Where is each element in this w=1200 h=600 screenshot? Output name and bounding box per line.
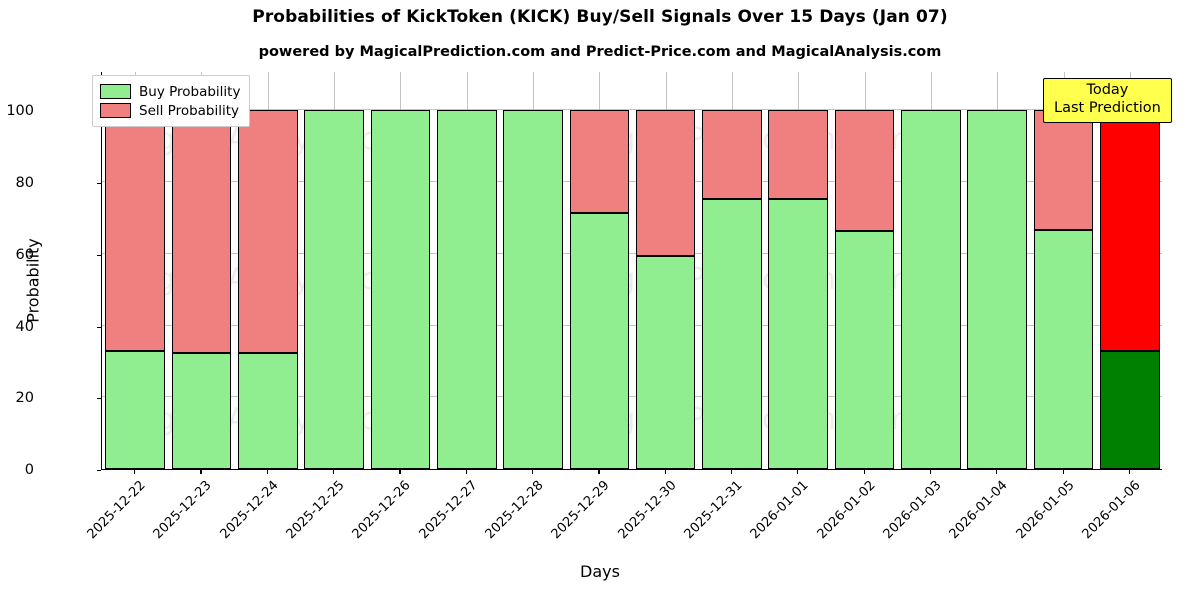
y-tick-label: 60 bbox=[15, 246, 34, 263]
bar-2026-01-04[interactable] bbox=[967, 110, 1028, 469]
bar-2025-12-29[interactable] bbox=[569, 110, 630, 469]
x-tick-mark bbox=[134, 470, 136, 474]
chart-legend: Buy Probability Sell Probability bbox=[92, 75, 251, 127]
legend-label-sell: Sell Probability bbox=[139, 102, 240, 119]
y-tick-mark bbox=[97, 183, 101, 185]
x-tick-mark bbox=[996, 470, 998, 474]
bar-2025-12-25[interactable] bbox=[304, 110, 364, 469]
y-axis-label: Probability bbox=[23, 238, 43, 323]
bar-segment-sell[interactable] bbox=[635, 110, 696, 256]
chart-title: Probabilities of KickToken (KICK) Buy/Se… bbox=[252, 7, 948, 27]
x-tick-mark bbox=[399, 470, 401, 474]
x-tick-mark bbox=[465, 470, 467, 474]
plot-area: MagicalAnalysis.comMagicalPrediction.com… bbox=[101, 72, 1162, 470]
grid-line-h bbox=[102, 181, 1162, 183]
bar-segment-buy[interactable] bbox=[635, 255, 696, 469]
bar-segment-buy[interactable] bbox=[1100, 351, 1160, 469]
bar-segment-buy[interactable] bbox=[967, 110, 1028, 469]
today-annotation: Today Last Prediction bbox=[1043, 78, 1172, 124]
bar-segment-sell[interactable] bbox=[702, 110, 762, 199]
x-tick-mark bbox=[200, 470, 202, 474]
bar-2026-01-06[interactable] bbox=[1100, 110, 1160, 469]
x-tick-mark bbox=[333, 470, 335, 474]
bar-segment-buy[interactable] bbox=[370, 110, 431, 469]
x-tick-mark bbox=[1062, 470, 1064, 474]
bar-segment-buy[interactable] bbox=[768, 198, 829, 469]
bar-segment-buy[interactable] bbox=[503, 110, 563, 469]
legend-label-buy: Buy Probability bbox=[139, 83, 241, 100]
bar-segment-sell[interactable] bbox=[237, 110, 298, 353]
x-tick-label: 2026-01-06 bbox=[1079, 478, 1144, 543]
grid-line-h bbox=[102, 396, 1162, 398]
bar-2025-12-30[interactable] bbox=[635, 110, 696, 469]
x-axis-label: Days bbox=[580, 562, 620, 581]
bar-segment-sell[interactable] bbox=[834, 110, 895, 231]
x-tick-mark bbox=[598, 470, 600, 474]
bar-2025-12-24[interactable] bbox=[237, 110, 298, 469]
bar-segment-buy[interactable] bbox=[304, 110, 364, 469]
bar-segment-sell[interactable] bbox=[768, 110, 829, 199]
bar-segment-sell[interactable] bbox=[1100, 110, 1160, 352]
y-tick-label: 20 bbox=[15, 390, 34, 407]
grid-line-h bbox=[102, 252, 1162, 254]
bar-2025-12-22[interactable] bbox=[105, 110, 165, 469]
today-annotation-line2: Last Prediction bbox=[1054, 99, 1161, 116]
bar-2025-12-28[interactable] bbox=[503, 110, 563, 469]
legend-swatch-buy bbox=[100, 84, 131, 99]
today-annotation-line1: Today bbox=[1086, 82, 1129, 98]
bar-segment-buy[interactable] bbox=[171, 352, 232, 469]
bar-2026-01-05[interactable] bbox=[1033, 110, 1094, 469]
chart-subtitle: powered by MagicalPrediction.com and Pre… bbox=[258, 44, 942, 60]
x-tick-mark bbox=[863, 470, 865, 474]
bar-segment-buy[interactable] bbox=[569, 213, 630, 469]
y-tick-label: 80 bbox=[15, 175, 34, 192]
bar-segment-buy[interactable] bbox=[901, 110, 961, 469]
y-tick-mark bbox=[97, 254, 101, 257]
bar-2026-01-01[interactable] bbox=[768, 110, 829, 469]
x-tick-mark bbox=[532, 470, 534, 474]
bar-2025-12-23[interactable] bbox=[171, 110, 232, 469]
y-tick-label: 40 bbox=[15, 318, 34, 335]
bar-segment-buy[interactable] bbox=[105, 351, 165, 469]
bar-2026-01-03[interactable] bbox=[901, 110, 961, 469]
y-tick-label: 100 bbox=[6, 103, 34, 120]
grid-line-h bbox=[102, 109, 1162, 111]
bar-segment-buy[interactable] bbox=[237, 352, 298, 469]
bar-2026-01-02[interactable] bbox=[834, 110, 895, 469]
bar-segment-sell[interactable] bbox=[105, 110, 165, 352]
legend-item-sell: Sell Probability bbox=[100, 101, 240, 120]
x-tick-mark bbox=[1128, 470, 1131, 474]
bar-segment-sell[interactable] bbox=[569, 110, 630, 213]
bar-segment-buy[interactable] bbox=[1033, 229, 1094, 469]
bar-2025-12-27[interactable] bbox=[436, 110, 497, 469]
bar-segment-sell[interactable] bbox=[171, 110, 232, 353]
bar-segment-buy[interactable] bbox=[436, 110, 497, 469]
y-tick-mark bbox=[97, 470, 101, 472]
x-tick-mark bbox=[664, 470, 666, 474]
y-tick-label: 0 bbox=[24, 462, 34, 478]
x-tick-mark bbox=[929, 470, 932, 474]
bar-segment-buy[interactable] bbox=[702, 198, 762, 469]
bar-segment-sell[interactable] bbox=[1033, 110, 1094, 230]
bar-2025-12-31[interactable] bbox=[702, 110, 762, 469]
bar-2025-12-26[interactable] bbox=[370, 110, 431, 469]
y-tick-mark bbox=[97, 398, 101, 400]
y-tick-mark bbox=[97, 326, 101, 328]
x-tick-mark bbox=[797, 470, 799, 474]
x-tick-mark bbox=[730, 470, 733, 474]
x-tick-mark bbox=[266, 470, 268, 474]
legend-swatch-sell bbox=[100, 103, 131, 118]
bar-segment-buy[interactable] bbox=[834, 230, 895, 469]
grid-line-h bbox=[102, 324, 1162, 326]
legend-item-buy: Buy Probability bbox=[100, 82, 240, 101]
